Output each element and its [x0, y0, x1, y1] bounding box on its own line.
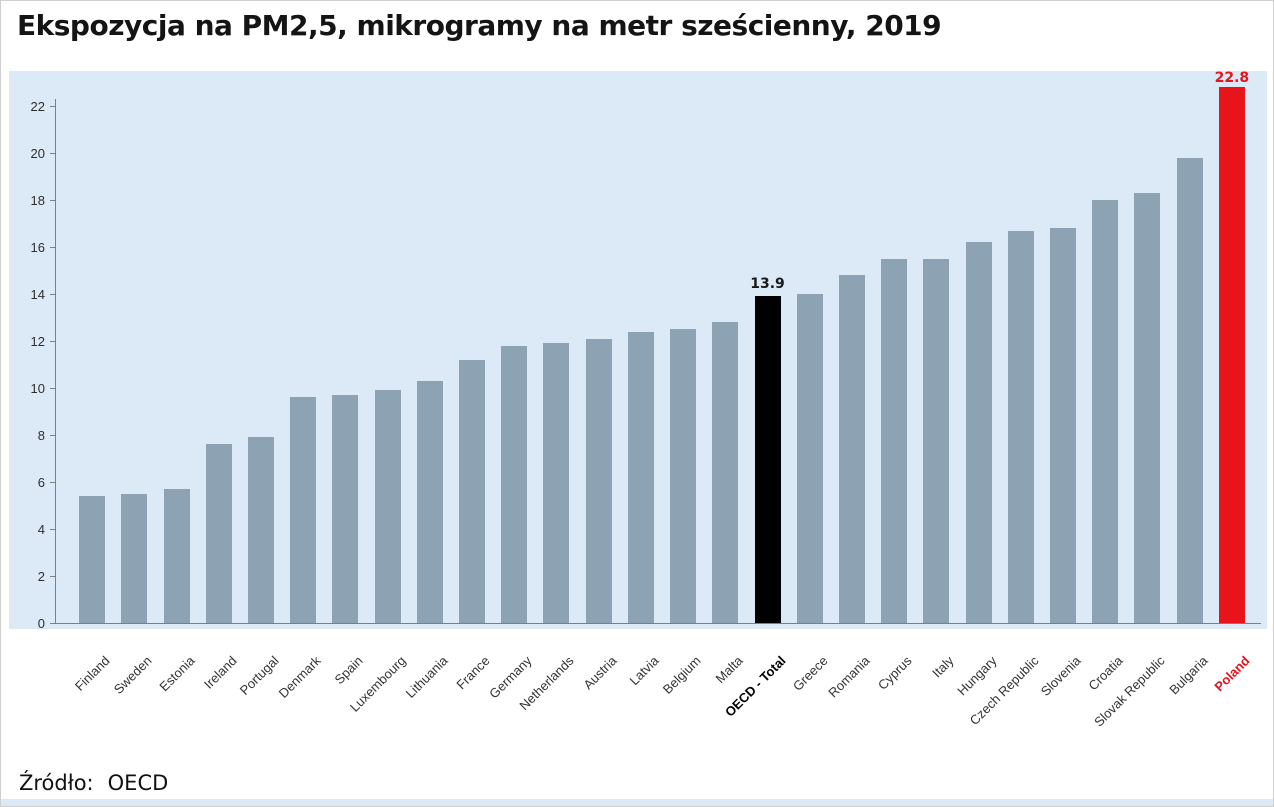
y-tick-mark	[50, 529, 55, 530]
bar-slovenia	[1050, 228, 1077, 623]
y-tick-mark	[50, 247, 55, 248]
y-tick-label: 4	[37, 522, 45, 537]
y-tick-label: 22	[30, 99, 45, 114]
bar-austria	[585, 339, 612, 623]
y-tick-mark	[50, 153, 55, 154]
y-tick-label: 14	[30, 287, 45, 302]
bar-oecd-total	[754, 296, 781, 623]
y-tick-mark	[50, 388, 55, 389]
bar-estonia	[163, 489, 190, 623]
y-tick-mark	[50, 200, 55, 201]
bar-denmark	[290, 397, 317, 623]
bar-croatia	[1092, 200, 1119, 623]
y-tick-label: 16	[30, 240, 45, 255]
y-tick-label: 12	[30, 334, 45, 349]
y-tick-label: 8	[37, 428, 45, 443]
bar-bulgaria	[1176, 158, 1203, 623]
y-tick-mark	[50, 435, 55, 436]
y-tick-label: 20	[30, 146, 45, 161]
bar-czech-republic	[1007, 231, 1034, 623]
bar-portugal	[247, 437, 274, 623]
bar-latvia	[627, 332, 654, 623]
y-tick-label: 6	[37, 475, 45, 490]
bar-chart: 0 2 4 6 8 10 12 14 16 18 20 22 13.9 22.8 Finland Swed…	[9, 70, 1267, 766]
y-axis-line	[55, 99, 56, 624]
bar-belgium	[670, 329, 697, 623]
bar-value-label: 13.9	[750, 276, 785, 292]
source-note: Źródło: OECD	[19, 771, 168, 795]
y-tick-label: 10	[30, 381, 45, 396]
bar-value-label: 22.8	[1214, 70, 1250, 86]
bar-lithuania	[416, 381, 443, 623]
bar-luxembourg	[374, 390, 401, 623]
bar-malta	[712, 322, 739, 623]
bar-romania	[838, 275, 865, 623]
y-tick-mark	[50, 106, 55, 107]
y-tick-mark	[50, 341, 55, 342]
bar-france	[459, 360, 486, 623]
y-tick-label: 0	[37, 616, 45, 631]
bar-sweden	[121, 494, 148, 623]
bar-ireland	[205, 444, 232, 623]
bar-greece	[796, 294, 823, 623]
y-tick-label: 18	[30, 193, 45, 208]
source-label: Źródło:	[19, 771, 94, 795]
bar-spain	[332, 395, 359, 623]
y-tick-label: 2	[37, 569, 45, 584]
bar-poland	[1218, 87, 1245, 623]
source-value: OECD	[107, 771, 169, 795]
y-tick-mark	[50, 576, 55, 577]
bar-finland	[79, 496, 106, 623]
bar-slovak-republic	[1134, 193, 1161, 623]
x-axis-line	[55, 623, 1261, 624]
bar-germany	[501, 346, 528, 623]
y-tick-mark	[50, 623, 55, 624]
chart-title: Ekspozycja na PM2,5, mikrogramy na metr …	[17, 9, 942, 42]
bar-netherlands	[543, 343, 570, 623]
bottom-strip	[1, 799, 1273, 806]
bar-hungary	[965, 242, 992, 623]
bar-cyprus	[881, 259, 908, 623]
y-tick-mark	[50, 294, 55, 295]
y-tick-mark	[50, 482, 55, 483]
bar-italy	[923, 259, 950, 623]
